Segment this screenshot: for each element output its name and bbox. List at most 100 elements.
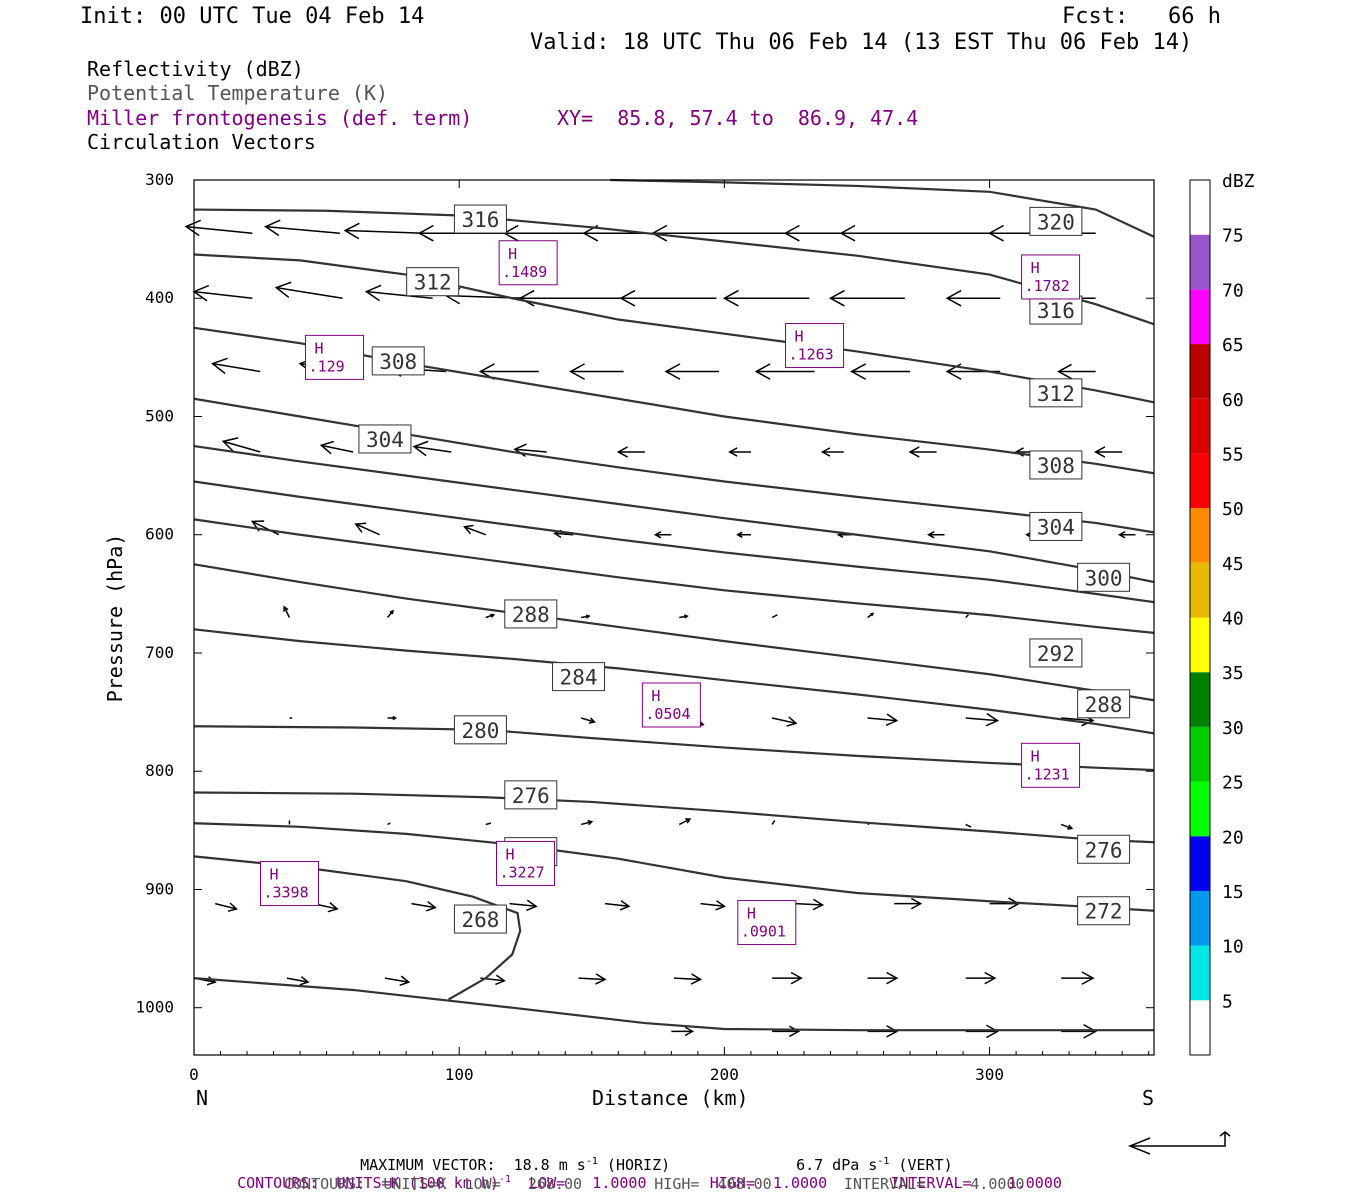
isentrope-312	[193, 253, 1155, 404]
vector-arrowhead	[392, 715, 398, 721]
frontogenesis-box	[1021, 742, 1081, 788]
isentrope-label: 300	[1085, 566, 1123, 590]
vector-arrowhead	[211, 357, 228, 375]
vector-arrowhead	[984, 971, 997, 985]
y-tick-label: 600	[145, 525, 174, 544]
isentrope-label-box	[552, 662, 606, 692]
footer-contours-theta: CONTOURS: UNITS=K LOW= 268.00 HIGH= 408.…	[284, 1175, 1025, 1193]
isentrope-label: 304	[366, 428, 404, 452]
isentrope-label: 276	[1085, 838, 1123, 862]
isentrope-292	[193, 518, 1155, 634]
y-axis-title: Pressure (hPa)	[103, 533, 127, 703]
isentrope-label-box	[371, 346, 425, 376]
isentrope-label: 272	[1085, 900, 1123, 924]
isentrope-label: 304	[1037, 515, 1075, 539]
vector-arrowhead	[812, 898, 825, 911]
isentrope-276	[193, 791, 1155, 844]
circulation-vector	[554, 532, 574, 536]
footer-contours-miller-a: CONTOURS: UNITS=K (100 km h)	[237, 1174, 499, 1192]
isentrope-284	[193, 628, 1155, 735]
frontogenesis-box	[737, 900, 797, 946]
vector-arrowhead	[1083, 1024, 1098, 1039]
vector-arrowhead	[364, 284, 382, 302]
isentrope-label-box	[1077, 689, 1131, 719]
colorbar-level-label: 60	[1222, 390, 1244, 411]
legend-vectors: Circulation Vectors	[87, 130, 316, 154]
footer-max-vector-vert: 6.7 dPa s-1 (VERT)	[778, 1138, 953, 1174]
isentrope-label: 316	[1037, 299, 1075, 323]
isentrope-label-box	[406, 267, 460, 297]
colorbar-frame	[1189, 179, 1211, 1056]
vector-arrowhead	[736, 531, 743, 538]
vector-arrowhead	[927, 531, 935, 539]
frontogenesis-box	[1021, 254, 1081, 300]
y-tick-label: 800	[145, 761, 174, 780]
circulation-vector	[1060, 823, 1073, 830]
circulation-vector	[678, 818, 691, 826]
colorbar-level-label: 70	[1222, 280, 1244, 301]
vector-arrowhead	[664, 363, 681, 380]
vector-arrowhead	[1067, 824, 1074, 830]
colorbar-level-label: 20	[1222, 827, 1244, 848]
isentrope-labels: 316 320 312 316 308 312 304 308 304 300 288 292 284 2…	[358, 204, 1131, 934]
isentrope-label-box	[1029, 295, 1083, 325]
colorbar-level-label: 55	[1222, 444, 1244, 465]
isentrope-label-box	[1029, 378, 1083, 408]
circulation-vector	[1061, 717, 1094, 722]
vector-arrowhead	[319, 440, 334, 455]
frontogenesis-box	[495, 840, 555, 886]
isentrope-label-box	[1077, 834, 1131, 864]
frontogenesis-max-value: .3398	[263, 884, 308, 902]
colorbar-swatch	[1190, 562, 1210, 618]
circulation-vector	[345, 229, 425, 234]
circulation-vector	[464, 526, 486, 536]
vector-arrowhead	[683, 614, 689, 619]
footer-contours-miller: CONTOURS: UNITS=K (100 km h)-1 LOW= 1.00…	[219, 1156, 1062, 1192]
isentrope-label: 288	[1085, 693, 1123, 717]
legend-reflectivity: Reflectivity (dBZ)	[87, 57, 304, 81]
isentrope-label: 276	[512, 784, 550, 808]
colorbar-swatch	[1190, 180, 1210, 235]
vector-arrowhead	[684, 1026, 695, 1037]
isentrope-label-box	[1029, 638, 1083, 668]
forecast-hour: Fcst: 66 h	[1062, 4, 1221, 29]
x-tick-label: 300	[975, 1065, 1004, 1084]
colorbar-level-label: 10	[1222, 937, 1244, 958]
colorbar-swatch	[1190, 508, 1210, 563]
circulation-vector	[283, 606, 291, 618]
footer-max-vector: MAXIMUM VECTOR: 18.8 m s-1 (HORIZ)	[342, 1138, 670, 1174]
isentrope-label: 320	[1037, 210, 1075, 234]
isentrope-label: 308	[1037, 454, 1075, 478]
vector-arrowhead	[327, 901, 339, 913]
vector-arrowhead	[425, 901, 437, 912]
isentrope-label-box	[453, 904, 507, 934]
colorbar-swatch	[1190, 398, 1210, 454]
frontogenesis-max-symbol: H	[651, 687, 660, 705]
circulation-vector	[366, 290, 433, 299]
cross-section-endpoints: XY= 85.8, 57.4 to 86.9, 47.4	[557, 106, 919, 130]
x-tick-label: 100	[445, 1065, 474, 1084]
vector-arrowhead	[988, 224, 1004, 242]
vector-arrowhead	[910, 897, 923, 910]
circulation-vector	[965, 823, 972, 828]
vector-arrowhead	[595, 973, 607, 985]
vector-arrowhead	[585, 614, 591, 619]
isentrope-label: 312	[414, 271, 452, 295]
vector-arrowhead	[283, 605, 289, 612]
vector-arrowhead	[389, 609, 394, 615]
circulation-vector	[215, 902, 237, 910]
vector-arrowhead	[715, 900, 726, 911]
vector-arrowhead	[264, 219, 281, 237]
isentrope-label-box	[1077, 562, 1131, 592]
vector-arrowhead	[569, 363, 585, 380]
vector-arrowhead	[885, 713, 899, 727]
colorbar-swatch	[1190, 836, 1210, 891]
vector-arrowhead	[343, 222, 360, 240]
colorbar-swatch	[1190, 726, 1210, 782]
isentrope-296	[193, 480, 1155, 604]
x-tick-label: 200	[710, 1065, 739, 1084]
circulation-vector	[795, 902, 823, 906]
colorbar-level-label: 50	[1222, 499, 1244, 520]
circulation-vector	[414, 445, 452, 453]
colorbar-level-label: 65	[1222, 335, 1244, 356]
